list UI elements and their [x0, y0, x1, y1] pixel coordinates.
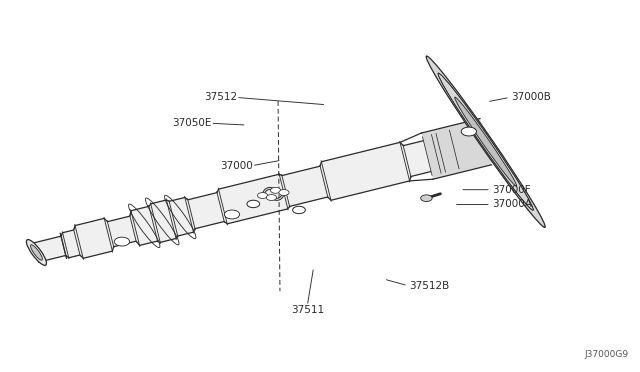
Ellipse shape [26, 240, 47, 265]
Circle shape [225, 210, 239, 219]
Circle shape [420, 195, 432, 202]
Text: 37000F: 37000F [492, 185, 531, 195]
Circle shape [279, 190, 289, 196]
Ellipse shape [31, 245, 42, 260]
Circle shape [461, 127, 477, 136]
Circle shape [292, 206, 305, 214]
Text: 37000: 37000 [220, 161, 253, 171]
Text: 37000A: 37000A [492, 199, 532, 209]
Polygon shape [269, 196, 274, 199]
Text: 37050E: 37050E [172, 118, 212, 128]
Polygon shape [273, 189, 278, 192]
Circle shape [257, 193, 268, 199]
Ellipse shape [426, 56, 545, 227]
Polygon shape [422, 119, 492, 179]
Circle shape [266, 195, 276, 201]
Text: 37512B: 37512B [409, 281, 449, 291]
Polygon shape [34, 141, 431, 262]
Polygon shape [262, 187, 276, 195]
Circle shape [247, 200, 260, 208]
Text: 37512: 37512 [204, 92, 237, 102]
Polygon shape [260, 194, 266, 197]
Text: J37000G9: J37000G9 [585, 350, 629, 359]
Polygon shape [271, 193, 284, 201]
Text: 37511: 37511 [291, 305, 324, 315]
Text: 37000B: 37000B [511, 92, 551, 102]
Circle shape [115, 237, 129, 246]
Polygon shape [281, 191, 287, 194]
Circle shape [271, 187, 281, 193]
Ellipse shape [454, 97, 516, 186]
